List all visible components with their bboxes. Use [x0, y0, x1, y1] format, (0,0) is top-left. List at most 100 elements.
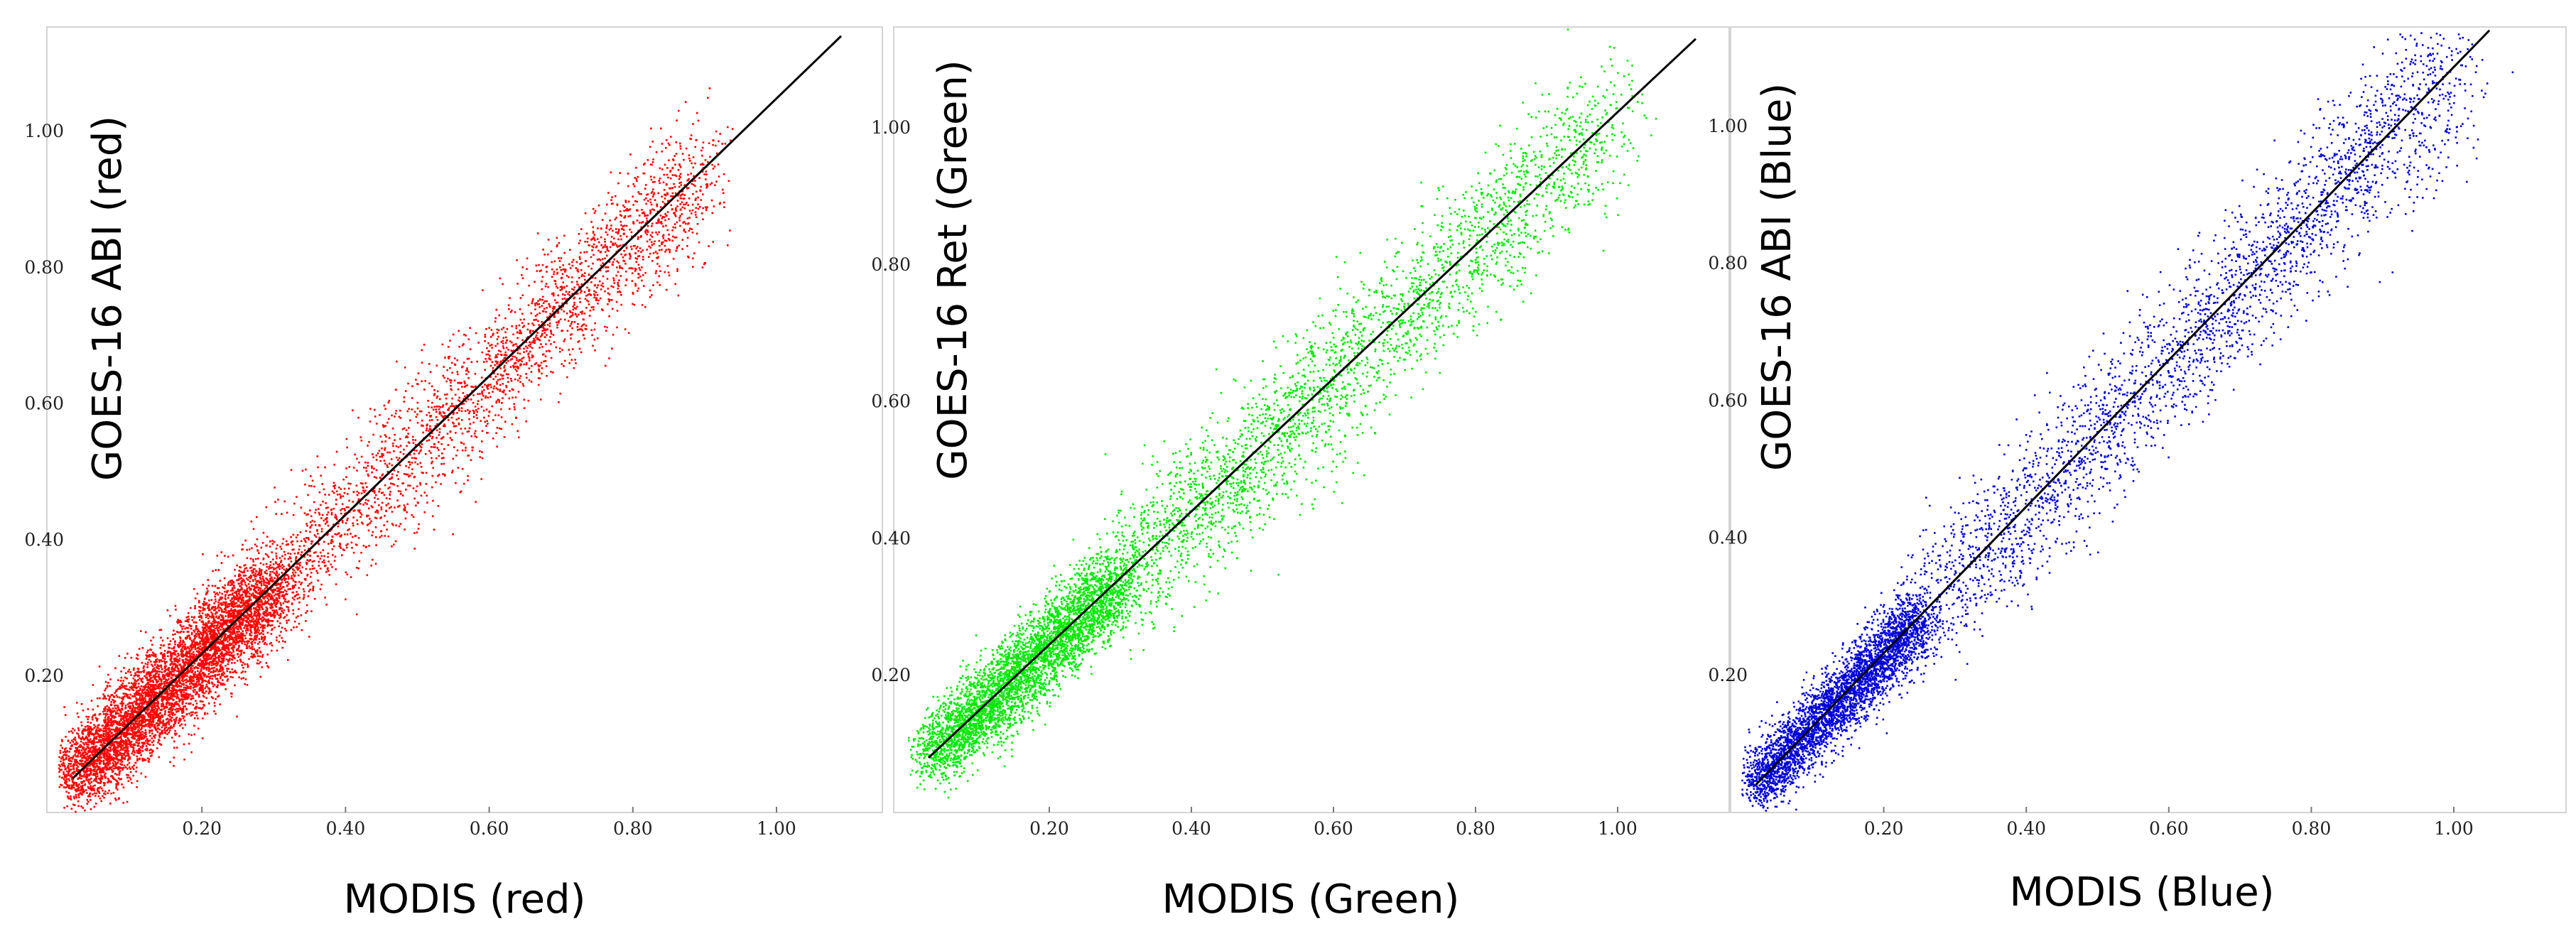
- scatter-point: [130, 674, 132, 676]
- scatter-point: [59, 766, 61, 768]
- scatter-point: [177, 697, 179, 699]
- scatter-point: [126, 801, 129, 803]
- scatter-point: [110, 701, 112, 703]
- scatter-point: [209, 664, 211, 666]
- scatter-point: [117, 759, 119, 761]
- scatter-point: [230, 610, 232, 612]
- scatter-point: [268, 599, 270, 602]
- scatter-point: [126, 774, 128, 776]
- scatter-point: [184, 719, 186, 722]
- scatter-point: [245, 600, 247, 602]
- scatter-point: [169, 761, 171, 764]
- scatter-point: [75, 794, 77, 796]
- scatter-point: [82, 731, 84, 733]
- scatter-point: [195, 648, 197, 651]
- scatter-point: [257, 589, 259, 591]
- scatter-point: [114, 705, 116, 707]
- scatter-point: [288, 583, 290, 585]
- scatter-point: [212, 661, 214, 663]
- scatter-point: [73, 783, 75, 786]
- scatter-point: [249, 567, 251, 569]
- scatter-point: [207, 654, 209, 656]
- scatter-point: [76, 797, 78, 799]
- scatter-point: [293, 613, 295, 615]
- scatter-point: [195, 625, 197, 627]
- scatter-point: [220, 664, 222, 666]
- scatter-point: [177, 653, 179, 655]
- scatter-point: [202, 584, 205, 586]
- scatter-point: [92, 764, 94, 766]
- scatter-point: [226, 651, 228, 653]
- scatter-point: [163, 725, 166, 727]
- scatter-point: [141, 662, 144, 664]
- scatter-point: [170, 653, 172, 655]
- scatter-point: [278, 568, 281, 570]
- scatter-point: [249, 647, 251, 649]
- scatter-point: [82, 807, 84, 809]
- scatter-point: [119, 686, 121, 688]
- scatter-point: [179, 724, 181, 727]
- scatter-point: [169, 615, 171, 617]
- scatter-point: [108, 760, 110, 762]
- scatter-point: [63, 771, 65, 773]
- scatter-point: [109, 685, 111, 688]
- scatter-point: [85, 789, 87, 791]
- scatter-point: [162, 654, 164, 656]
- scatter-point: [115, 749, 117, 751]
- scatter-point: [125, 766, 127, 768]
- scatter-point: [247, 663, 249, 665]
- scatter-point: [173, 724, 175, 726]
- scatter-point: [130, 771, 132, 773]
- scatter-point: [232, 597, 234, 599]
- scatter-point: [193, 734, 195, 736]
- scatter-point: [254, 656, 256, 658]
- scatter-point: [254, 543, 256, 545]
- scatter-point: [63, 706, 65, 708]
- scatter-point: [261, 580, 263, 582]
- scatter-point: [192, 712, 194, 714]
- scatter-point: [144, 697, 146, 700]
- scatter-point: [193, 680, 195, 682]
- scatter-point: [126, 755, 129, 757]
- scatter-point: [229, 654, 232, 656]
- scatter-point: [197, 717, 199, 719]
- scatter-point: [254, 597, 256, 599]
- scatter-point: [159, 688, 161, 690]
- scatter-point: [195, 700, 197, 702]
- scatter-point: [58, 768, 60, 770]
- scatter-point: [247, 642, 249, 644]
- scatter-point: [142, 750, 144, 752]
- scatter-point: [161, 680, 163, 683]
- scatter-point: [136, 739, 138, 741]
- scatter-point: [108, 732, 110, 734]
- scatter-point: [67, 756, 70, 758]
- scatter-point: [200, 646, 202, 648]
- scatter-point: [112, 699, 114, 701]
- scatter-point: [151, 754, 153, 756]
- scatter-point: [222, 647, 224, 649]
- scatter-point: [208, 599, 210, 602]
- scatter-point: [179, 658, 181, 660]
- scatter-point: [114, 773, 117, 775]
- scatter-point: [110, 729, 112, 731]
- scatter-point: [133, 768, 135, 770]
- scatter-point: [159, 629, 161, 631]
- scatter-point: [254, 578, 256, 580]
- scatter-point: [194, 605, 196, 607]
- scatter-point: [200, 643, 202, 645]
- scatter-point: [190, 628, 193, 630]
- scatter-point: [126, 713, 128, 715]
- scatter-point: [249, 646, 251, 648]
- scatter-point: [207, 585, 210, 587]
- scatter-point: [230, 582, 232, 584]
- scatter-point: [196, 702, 198, 705]
- scatter-point: [139, 648, 141, 650]
- scatter-point: [261, 656, 264, 658]
- scatter-point: [269, 545, 271, 548]
- scatter-point: [211, 629, 213, 631]
- scatter-point: [130, 743, 132, 745]
- scatter-point: [197, 707, 200, 710]
- scatter-point: [100, 782, 102, 784]
- scatter-point: [201, 665, 203, 668]
- scatter-point: [236, 602, 238, 604]
